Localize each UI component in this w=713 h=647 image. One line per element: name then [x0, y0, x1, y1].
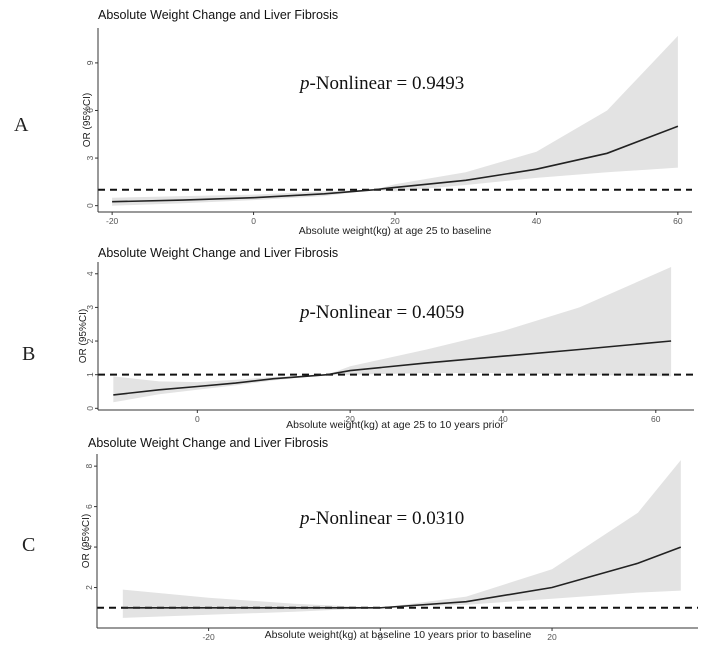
chart-title: Absolute Weight Change and Liver Fibrosi… [98, 8, 338, 22]
y-tick-label: 2 [84, 585, 94, 590]
x-tick-label: 0 [378, 632, 383, 642]
y-tick-label: 4 [85, 271, 95, 276]
y-tick-label: 0 [85, 203, 95, 208]
x-axis-label: Absolute weight(kg) at baseline 10 years… [265, 629, 532, 641]
or-curve [113, 340, 672, 396]
x-tick-label: -20 [106, 216, 119, 226]
y-tick-label: 3 [85, 305, 95, 310]
y-tick-label: 3 [85, 155, 95, 160]
x-tick-label: 60 [651, 414, 661, 424]
confidence-band [113, 267, 672, 403]
p-nonlinear-annotation: p-Nonlinear = 0.0310 [298, 508, 464, 529]
y-tick-label: 2 [85, 338, 95, 343]
y-tick-label: 8 [84, 464, 94, 469]
y-tick-label: 6 [84, 504, 94, 509]
y-axis-label: OR (95%CI) [82, 93, 93, 147]
chart-title: Absolute Weight Change and Liver Fibrosi… [98, 246, 338, 260]
p-value-text: -Nonlinear = 0.4059 [310, 302, 465, 323]
p-value-text: -Nonlinear = 0.0310 [310, 508, 465, 529]
p-nonlinear-annotation: p-Nonlinear = 0.9493 [298, 73, 464, 94]
p-italic: p [298, 508, 310, 529]
p-value-text: -Nonlinear = 0.9493 [310, 73, 465, 94]
confidence-band [122, 460, 681, 618]
panel-letter: A [14, 114, 29, 136]
y-tick-label: 0 [85, 406, 95, 411]
confidence-band [112, 35, 678, 206]
y-tick-label: 4 [84, 544, 94, 549]
y-tick-label: 6 [85, 108, 95, 113]
p-nonlinear-annotation: p-Nonlinear = 0.4059 [298, 302, 464, 323]
x-tick-label: 40 [532, 216, 542, 226]
y-tick-label: 1 [85, 372, 95, 377]
x-tick-label: 20 [345, 414, 355, 424]
x-tick-label: 60 [673, 216, 683, 226]
or-curve [112, 125, 679, 203]
x-tick-label: 20 [547, 632, 557, 642]
y-tick-label: 9 [85, 60, 95, 65]
x-tick-label: 0 [251, 216, 256, 226]
x-axis-label: Absolute weight(kg) at age 25 to baselin… [299, 225, 492, 237]
x-tick-label: 0 [195, 414, 200, 424]
x-axis-label: Absolute weight(kg) at age 25 to 10 year… [286, 419, 504, 431]
chart-panel-b: 0 20 40 60 0 1 2 3 4 Absolute Weight Change and L… [22, 246, 694, 431]
p-italic: p [298, 302, 310, 323]
or-curve [122, 546, 682, 609]
chart-panel-c: -20 0 20 2 4 6 8 Absolute Weight Change and Liv… [22, 436, 698, 642]
x-tick-label: 20 [390, 216, 400, 226]
p-italic: p [298, 73, 310, 94]
y-axis-label: OR (95%CI) [81, 514, 92, 568]
chart-title: Absolute Weight Change and Liver Fibrosi… [88, 436, 328, 450]
panel-letter: C [22, 534, 35, 556]
x-tick-label: 40 [498, 414, 508, 424]
x-tick-label: -20 [202, 632, 215, 642]
panel-letter: B [22, 343, 35, 365]
chart-panel-a: -20 0 20 40 60 0 3 6 9 Absolute Weight Change and… [14, 8, 692, 237]
y-axis-label: OR (95%CI) [78, 309, 89, 363]
